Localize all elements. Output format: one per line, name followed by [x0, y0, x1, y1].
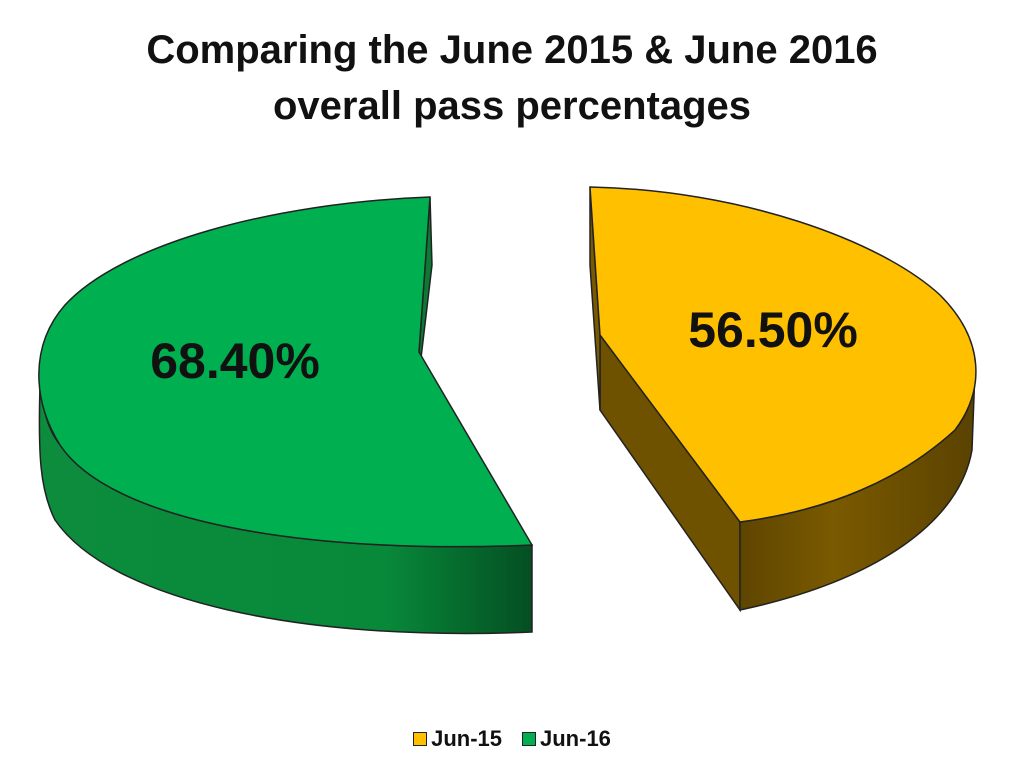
legend-swatch-jun-16 — [522, 732, 536, 746]
legend-swatch-jun-15 — [413, 732, 428, 746]
legend: Jun-15 Jun-16 — [0, 726, 1024, 752]
slice-jun-16-top — [38, 196, 534, 548]
slice-jun-15 — [589, 186, 977, 613]
legend-item-jun-15: Jun-15 — [413, 726, 502, 752]
legend-item-jun-16: Jun-16 — [522, 726, 611, 752]
slice-jun-16 — [38, 196, 534, 635]
data-label-jun-15: 56.50% — [688, 302, 858, 358]
chart-title: Comparing the June 2015 & June 2016 over… — [146, 28, 878, 128]
legend-label-jun-16: Jun-16 — [540, 726, 611, 751]
legend-label-jun-15: Jun-15 — [431, 726, 502, 751]
slice-jun-15-top — [589, 186, 977, 523]
data-label-jun-16: 68.40% — [150, 333, 320, 389]
